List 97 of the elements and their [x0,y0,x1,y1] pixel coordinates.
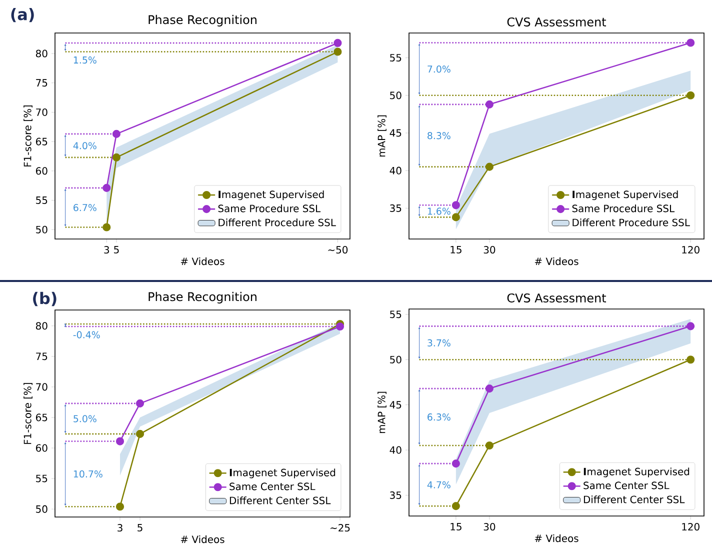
x-tick-label: 15 [450,246,462,254]
point [686,356,695,364]
y-tick-label: 70 [36,383,48,391]
y-tick-label: 75 [36,79,48,87]
x-axis-title: # Videos [180,535,224,544]
x-tick-label: 5 [114,246,119,254]
chart-title: Phase Recognition [148,292,256,304]
point [102,184,111,192]
point [112,153,120,162]
point [112,130,120,138]
point [485,162,494,171]
x-axis-title: # Videos [534,534,578,542]
chart-title: Phase Recognition [148,14,256,26]
x-tick-label: 30 [484,246,496,254]
y-tick-label: 35 [390,491,402,499]
x-tick-label: 120 [682,523,700,531]
annotation: 3.7% [428,339,450,346]
y-tick-label: 65 [36,138,48,146]
legend-label: Different Center SSL [230,496,331,504]
x-tick-label: ~25 [330,524,350,532]
point [686,322,695,330]
legend-label: Different Procedure SSL [572,218,690,226]
point [686,91,695,100]
legend-label: Imagenet Supervised [572,190,678,200]
y-tick-label: 55 [36,474,48,482]
x-tick-label: 5 [138,524,142,532]
legend-label: Imagenet Supervised [230,468,336,478]
x-tick-label: 3 [118,524,122,532]
legend-label: Same Procedure SSL [218,204,321,212]
y-tick-label: 45 [390,129,402,137]
point [116,502,124,511]
y-tick-label: 60 [36,444,48,452]
annotation: 1.6% [428,208,450,215]
annotation: 10.7% [74,470,102,478]
x-axis-title: # Videos [180,257,224,266]
x-tick-label: ~50 [328,246,348,254]
y-tick-label: 40 [390,166,402,174]
annotation: 6.3% [428,413,450,421]
point [452,502,460,510]
legend-label: Imagenet Supervised [584,468,690,478]
point [452,460,460,468]
y-axis-title: mAP [%] [378,392,386,434]
y-axis-title: F1-score [%] [24,382,32,444]
point [485,384,494,393]
annotation: 8.3% [428,132,450,140]
point [334,38,342,48]
y-tick-label: 40 [390,446,402,454]
y-tick-label: 60 [36,167,48,175]
y-tick-label: 50 [390,356,402,364]
point [485,441,494,450]
y-tick-label: 80 [36,322,48,330]
x-tick-label: 15 [450,523,462,530]
y-axis-title: F1-score [%] [24,105,32,166]
annotation: 5.0% [74,415,96,422]
y-tick-label: 55 [36,196,48,204]
legend-label: Same Procedure SSL [572,204,675,212]
annotation: 6.7% [74,204,96,212]
y-tick-label: 70 [36,108,48,116]
y-tick-label: 50 [36,226,48,234]
legend-label: Different Center SSL [584,496,685,504]
point [136,430,144,438]
x-tick-label: 30 [484,523,496,531]
legend-label: Same Center SSL [584,482,670,490]
legend-label: Same Center SSL [230,482,316,490]
y-axis-title: mAP [%] [378,115,386,157]
annotation: -0.4% [73,331,100,338]
point [336,322,344,331]
text: (a) [11,8,34,22]
annotation: 1.5% [74,56,96,64]
x-axis-title: # Videos [534,257,578,266]
point [485,100,494,108]
y-tick-label: 50 [36,505,48,513]
annotation: 7.0% [428,65,450,73]
y-tick-label: 65 [36,414,48,422]
annotation: 4.0% [73,142,96,150]
y-tick-label: 35 [390,204,402,212]
point [452,201,460,210]
y-tick-label: 45 [390,401,402,409]
text: (b) [33,292,56,306]
legend-label: Imagenet Supervised [218,190,324,200]
y-tick-label: 50 [390,92,402,100]
x-tick-label: 3 [104,246,109,254]
point [334,48,342,56]
x-tick-label: 120 [682,246,700,254]
y-tick-label: 80 [36,50,48,58]
annotation: 4.7% [427,481,450,488]
y-tick-label: 75 [36,352,48,360]
point [686,38,695,47]
legend-label: Different Procedure SSL [218,218,336,226]
point [102,223,111,232]
point [116,437,124,446]
chart-title: CVS Assessment [507,293,606,303]
point [136,399,144,408]
point [452,213,460,222]
y-tick-label: 55 [390,54,402,62]
chart-title: CVS Assessment [507,17,606,26]
y-tick-label: 55 [390,310,402,318]
